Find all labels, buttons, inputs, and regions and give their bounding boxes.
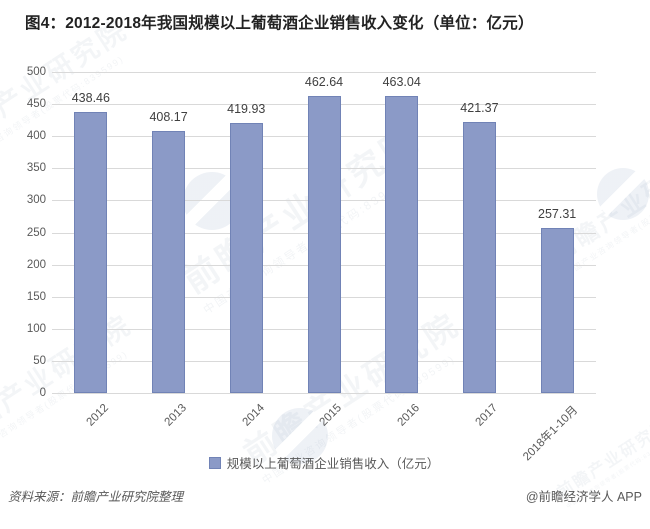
bar [74,111,108,393]
legend: 规模以上葡萄酒企业销售收入（亿元） [52,453,596,472]
watermark-logo-icon [597,168,649,220]
y-axis-tick-label: 400 [26,130,46,143]
bar [462,122,496,393]
bar-value-label: 419.93 [227,102,266,117]
gridline [52,393,596,394]
y-axis-tick-label: 50 [33,354,46,367]
gridline [52,72,596,73]
y-axis-tick-label: 200 [26,258,46,271]
bar-value-label: 408.17 [149,109,188,124]
y-axis-tick-label: 500 [26,66,46,78]
y-axis-tick-label: 100 [26,322,46,335]
bar [152,130,186,393]
x-axis-category-label: 2014 [240,402,267,429]
y-axis-tick-label: 0 [39,387,46,399]
chart-title: 图4：2012-2018年我国规模以上葡萄酒企业销售收入变化（单位：亿元） [25,15,534,32]
credit-text: @前瞻经济学人 APP [525,490,642,504]
bar-value-label: 438.46 [71,90,110,105]
x-axis-category-label: 2017 [473,402,500,429]
legend-label: 规模以上葡萄酒企业销售收入（亿元） [226,457,440,471]
bar [229,123,263,393]
bar-value-label: 463.04 [382,74,421,89]
x-axis-category-label: 2016 [395,402,423,429]
legend-swatch-icon [208,456,221,469]
x-axis-category-label: 2012 [84,402,112,429]
y-axis-tick-label: 150 [26,290,46,303]
x-axis-category-label: 2015 [317,402,345,429]
bar [307,95,341,393]
bar-value-label: 462.64 [304,74,344,89]
bar-value-label: 421.37 [460,101,499,116]
x-axis-category-label: 2013 [162,402,190,429]
bar-value-label: 257.31 [538,206,577,221]
bar [385,95,419,393]
y-axis-tick-label: 450 [26,98,46,111]
source-text: 资料来源：前瞻产业研究院整理 [8,490,184,504]
y-axis-tick-label: 300 [26,194,46,207]
bar [540,227,574,393]
y-axis-tick-label: 250 [26,226,46,239]
y-axis-tick-label: 350 [26,162,46,175]
watermark-text: 前瞻产业研究院 [238,306,467,472]
watermark-logo-icon [272,408,328,464]
